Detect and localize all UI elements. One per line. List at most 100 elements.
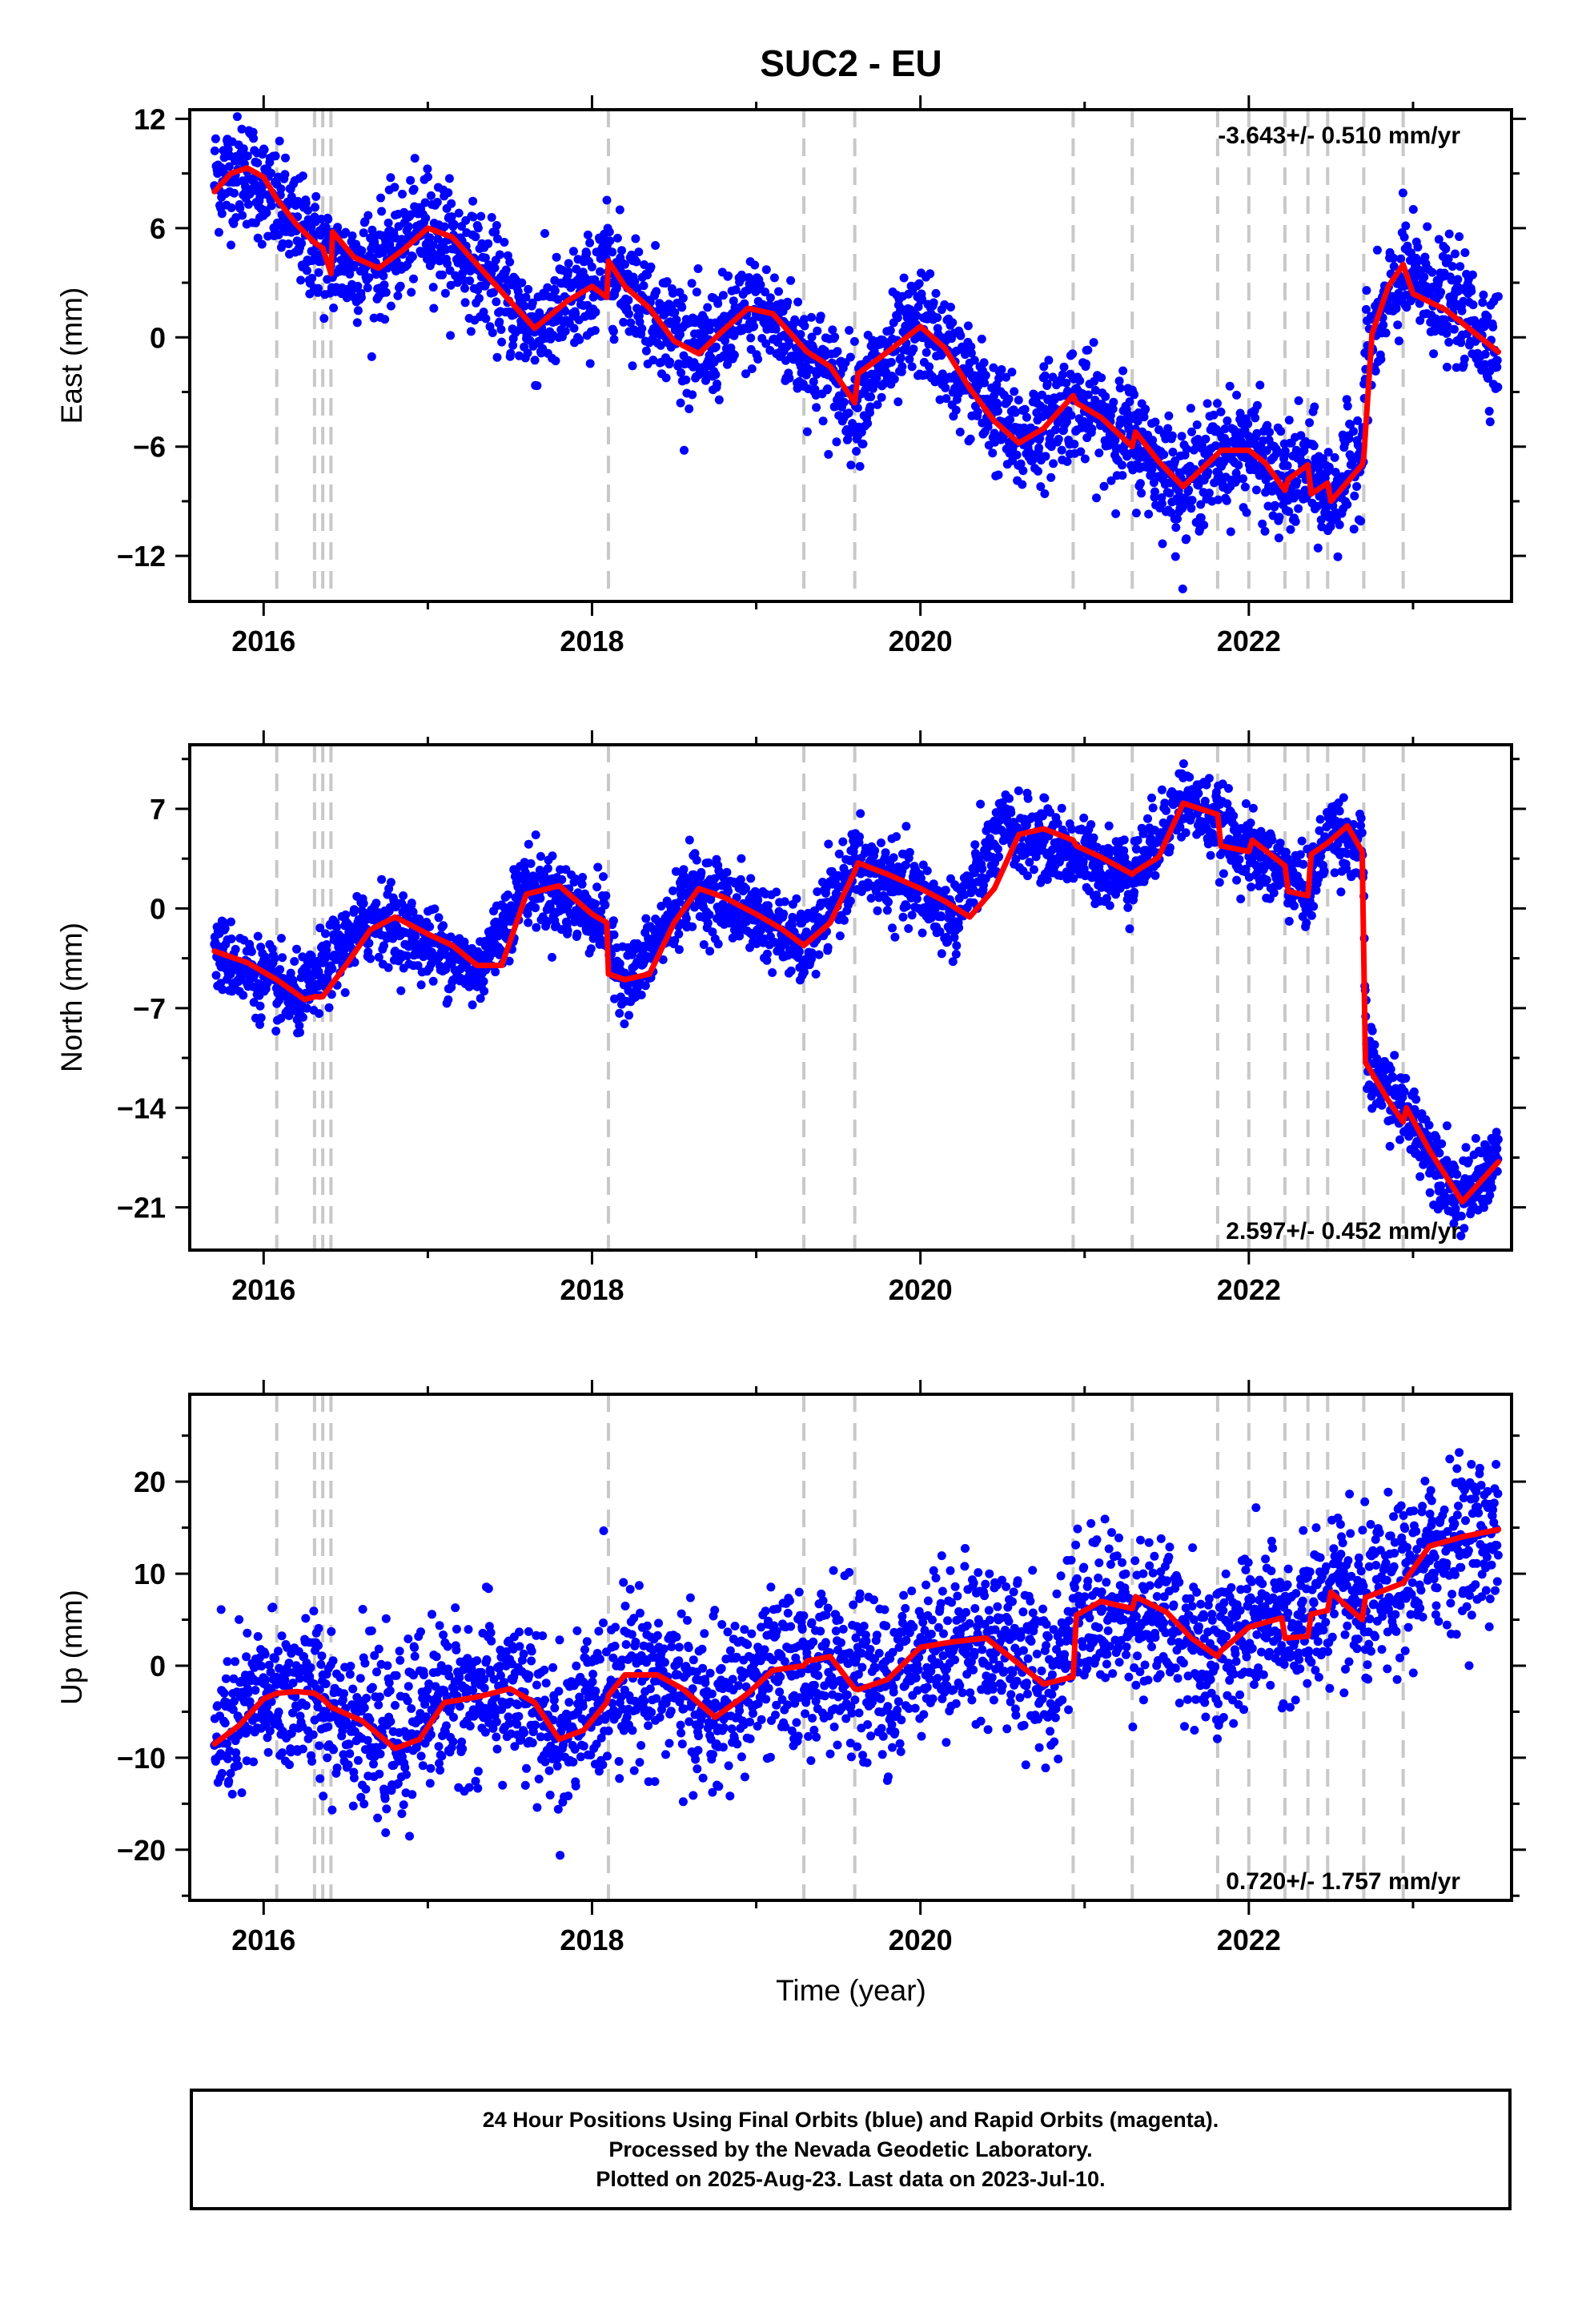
data-point [1136,479,1145,489]
data-point [500,238,509,247]
data-point [1443,321,1452,331]
data-point [793,297,803,307]
data-point [238,211,247,220]
data-point [1025,858,1034,867]
data-point [821,884,831,893]
data-point [1131,509,1141,518]
data-point [877,838,885,847]
data-point [1316,515,1326,525]
data-point [1444,337,1454,347]
data-point [468,1000,477,1010]
data-point [651,241,661,250]
data-point [460,298,470,308]
data-point [929,879,938,889]
data-point [386,173,396,183]
data-point [889,853,898,862]
data-point [1480,360,1490,369]
data-point [761,339,771,348]
data-point [1399,232,1409,242]
data-point [520,301,529,311]
data-point [609,335,619,344]
north-plot-area [210,745,1503,1250]
data-point [572,264,581,274]
data-point [454,208,464,218]
data-point [904,924,913,933]
data-point [1069,874,1078,883]
data-point [994,470,1003,480]
data-point [676,330,685,340]
data-point [1270,501,1279,510]
data-point [754,903,764,912]
data-point [423,164,432,174]
data-point [386,301,396,311]
data-point [941,886,950,895]
data-point [1483,312,1492,321]
data-point [1401,221,1411,231]
x-tick-label: 2020 [889,625,953,657]
data-point [315,231,325,240]
data-point [873,906,882,915]
data-point [839,397,849,407]
data-point [1423,222,1432,231]
data-point [528,298,537,308]
data-point [807,332,817,342]
data-point [917,928,927,938]
data-point [632,257,641,267]
data-point [641,914,651,923]
data-point [948,318,958,328]
data-point [1286,525,1295,534]
data-point [506,348,516,358]
data-point [981,371,990,380]
data-point [872,373,881,383]
data-point [679,865,689,875]
data-point [347,231,357,240]
data-point [1150,417,1160,427]
data-point [1170,552,1180,561]
data-point [1046,807,1055,817]
data-point [420,198,430,207]
data-point [1018,466,1028,476]
data-point [858,439,868,448]
data-point [557,875,567,884]
data-point [688,390,697,400]
data-point [1294,396,1303,405]
data-point [1042,875,1052,884]
data-point [1243,419,1253,428]
data-point [599,872,608,882]
data-point [1201,434,1211,444]
data-point [367,225,377,235]
data-point [1393,320,1403,330]
data-point [493,234,502,243]
data-point [218,985,227,995]
data-point [1125,924,1134,934]
data-point [1343,401,1352,411]
data-point [281,153,290,163]
data-point [591,308,600,317]
data-point [1213,399,1222,408]
data-point [340,988,350,997]
data-point [1398,188,1407,198]
data-point [677,303,687,312]
data-point [656,340,665,350]
data-point [543,917,552,927]
data-point [976,799,986,809]
data-point [849,336,859,346]
data-point [536,851,545,861]
data-point [955,428,965,436]
data-point [1436,287,1446,297]
data-point [852,447,861,456]
data-point [1203,399,1212,408]
data-point [524,284,533,294]
data-point [970,868,979,878]
data-point [359,228,368,238]
data-point [227,203,236,212]
data-point [912,311,921,320]
data-point [262,208,271,218]
data-point [1447,262,1457,271]
data-point [488,328,497,337]
data-point [230,188,239,198]
data-point [425,233,435,243]
data-point [994,406,1002,416]
data-point [1130,390,1139,400]
